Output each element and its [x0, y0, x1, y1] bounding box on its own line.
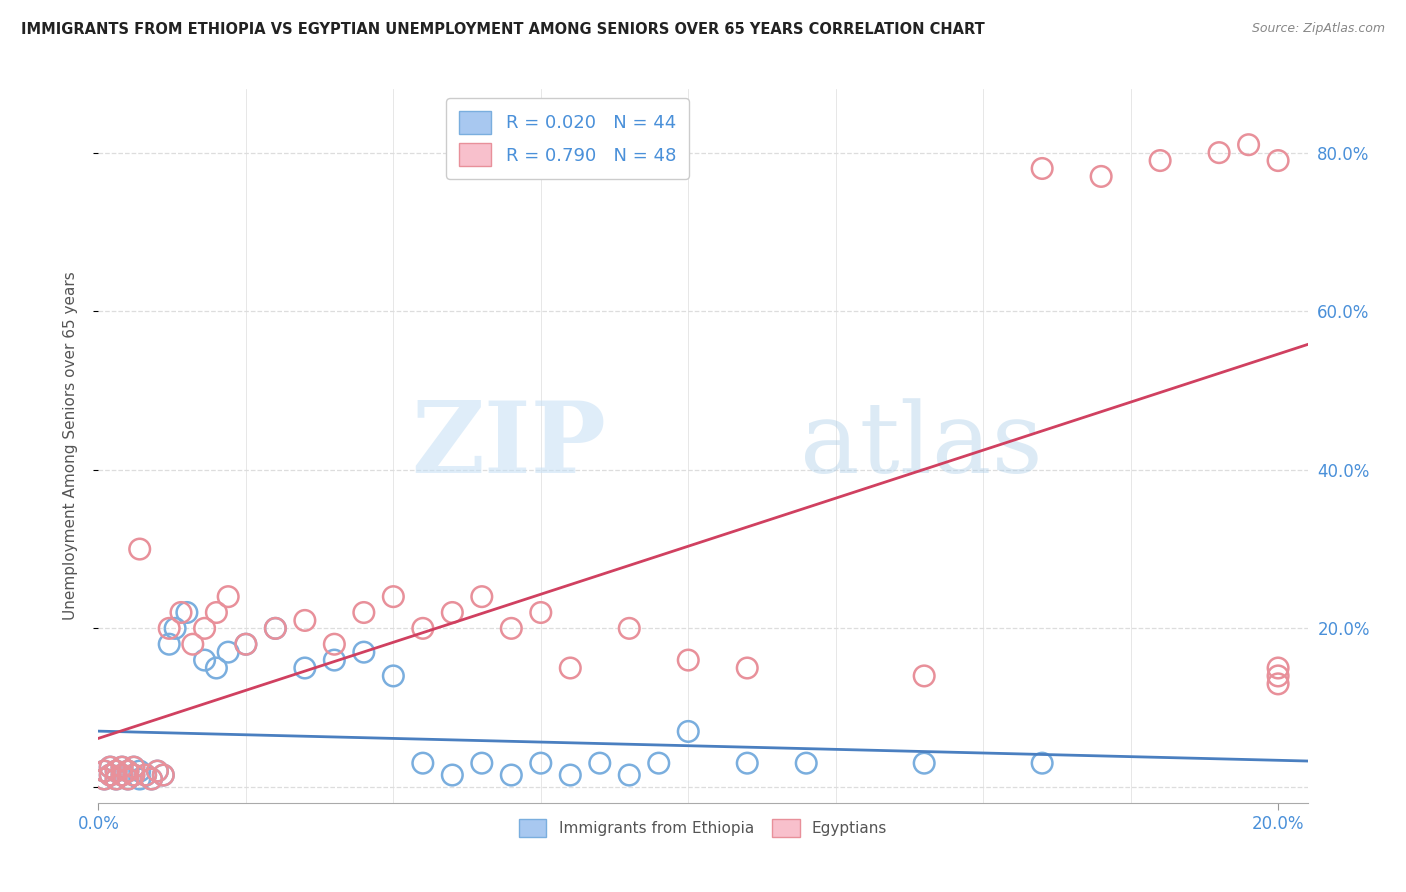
Egyptians [152, 768, 174, 782]
Text: Source: ZipAtlas.com: Source: ZipAtlas.com [1251, 22, 1385, 36]
Egyptians [105, 764, 128, 778]
Egyptians [353, 606, 375, 620]
Egyptians [619, 621, 641, 635]
Egyptians [1267, 661, 1289, 675]
Egyptians [111, 760, 134, 774]
Egyptians [501, 621, 523, 635]
Egyptians [141, 772, 163, 786]
Immigrants from Ethiopia [1031, 756, 1053, 771]
Egyptians [1267, 677, 1289, 691]
Immigrants from Ethiopia [530, 756, 553, 771]
Egyptians [735, 661, 758, 675]
Immigrants from Ethiopia [98, 760, 121, 774]
Immigrants from Ethiopia [93, 772, 115, 786]
Egyptians [412, 621, 434, 635]
Text: atlas: atlas [800, 398, 1042, 494]
Immigrants from Ethiopia [128, 772, 150, 786]
Immigrants from Ethiopia [794, 756, 817, 771]
Egyptians [1237, 137, 1260, 152]
Egyptians [1149, 153, 1171, 168]
Egyptians [128, 542, 150, 557]
Immigrants from Ethiopia [122, 768, 145, 782]
Egyptians [135, 768, 157, 782]
Egyptians [98, 760, 121, 774]
Egyptians [181, 637, 204, 651]
Egyptians [1267, 669, 1289, 683]
Egyptians [560, 661, 582, 675]
Egyptians [93, 772, 115, 786]
Immigrants from Ethiopia [560, 768, 582, 782]
Egyptians [264, 621, 287, 635]
Immigrants from Ethiopia [98, 768, 121, 782]
Immigrants from Ethiopia [111, 760, 134, 774]
Egyptians [1267, 153, 1289, 168]
Immigrants from Ethiopia [157, 637, 180, 651]
Egyptians [235, 637, 257, 651]
Legend: Immigrants from Ethiopia, Egyptians: Immigrants from Ethiopia, Egyptians [512, 811, 894, 845]
Egyptians [217, 590, 239, 604]
Immigrants from Ethiopia [619, 768, 641, 782]
Egyptians [111, 768, 134, 782]
Egyptians [122, 760, 145, 774]
Immigrants from Ethiopia [146, 764, 169, 778]
Egyptians [117, 764, 139, 778]
Immigrants from Ethiopia [176, 606, 198, 620]
Text: ZIP: ZIP [412, 398, 606, 494]
Egyptians [122, 768, 145, 782]
Egyptians [170, 606, 193, 620]
Immigrants from Ethiopia [205, 661, 228, 675]
Immigrants from Ethiopia [217, 645, 239, 659]
Egyptians [441, 606, 464, 620]
Egyptians [146, 764, 169, 778]
Immigrants from Ethiopia [382, 669, 405, 683]
Immigrants from Ethiopia [135, 768, 157, 782]
Immigrants from Ethiopia [501, 768, 523, 782]
Immigrants from Ethiopia [912, 756, 935, 771]
Immigrants from Ethiopia [648, 756, 671, 771]
Egyptians [205, 606, 228, 620]
Immigrants from Ethiopia [471, 756, 494, 771]
Immigrants from Ethiopia [152, 768, 174, 782]
Egyptians [1031, 161, 1053, 176]
Egyptians [382, 590, 405, 604]
Immigrants from Ethiopia [412, 756, 434, 771]
Immigrants from Ethiopia [105, 772, 128, 786]
Immigrants from Ethiopia [105, 764, 128, 778]
Immigrants from Ethiopia [111, 768, 134, 782]
Immigrants from Ethiopia [735, 756, 758, 771]
Egyptians [678, 653, 700, 667]
Immigrants from Ethiopia [353, 645, 375, 659]
Immigrants from Ethiopia [235, 637, 257, 651]
Egyptians [194, 621, 217, 635]
Egyptians [157, 621, 180, 635]
Egyptians [323, 637, 346, 651]
Immigrants from Ethiopia [264, 621, 287, 635]
Immigrants from Ethiopia [122, 760, 145, 774]
Egyptians [1090, 169, 1112, 184]
Egyptians [471, 590, 494, 604]
Immigrants from Ethiopia [93, 764, 115, 778]
Egyptians [117, 772, 139, 786]
Egyptians [1208, 145, 1230, 160]
Egyptians [105, 772, 128, 786]
Y-axis label: Unemployment Among Seniors over 65 years: Unemployment Among Seniors over 65 years [63, 272, 77, 620]
Egyptians [912, 669, 935, 683]
Immigrants from Ethiopia [141, 772, 163, 786]
Immigrants from Ethiopia [165, 621, 187, 635]
Immigrants from Ethiopia [294, 661, 316, 675]
Immigrants from Ethiopia [678, 724, 700, 739]
Egyptians [530, 606, 553, 620]
Immigrants from Ethiopia [117, 764, 139, 778]
Immigrants from Ethiopia [441, 768, 464, 782]
Egyptians [98, 768, 121, 782]
Immigrants from Ethiopia [589, 756, 612, 771]
Immigrants from Ethiopia [128, 764, 150, 778]
Immigrants from Ethiopia [117, 772, 139, 786]
Egyptians [294, 614, 316, 628]
Immigrants from Ethiopia [194, 653, 217, 667]
Egyptians [93, 764, 115, 778]
Immigrants from Ethiopia [323, 653, 346, 667]
Text: IMMIGRANTS FROM ETHIOPIA VS EGYPTIAN UNEMPLOYMENT AMONG SENIORS OVER 65 YEARS CO: IMMIGRANTS FROM ETHIOPIA VS EGYPTIAN UNE… [21, 22, 984, 37]
